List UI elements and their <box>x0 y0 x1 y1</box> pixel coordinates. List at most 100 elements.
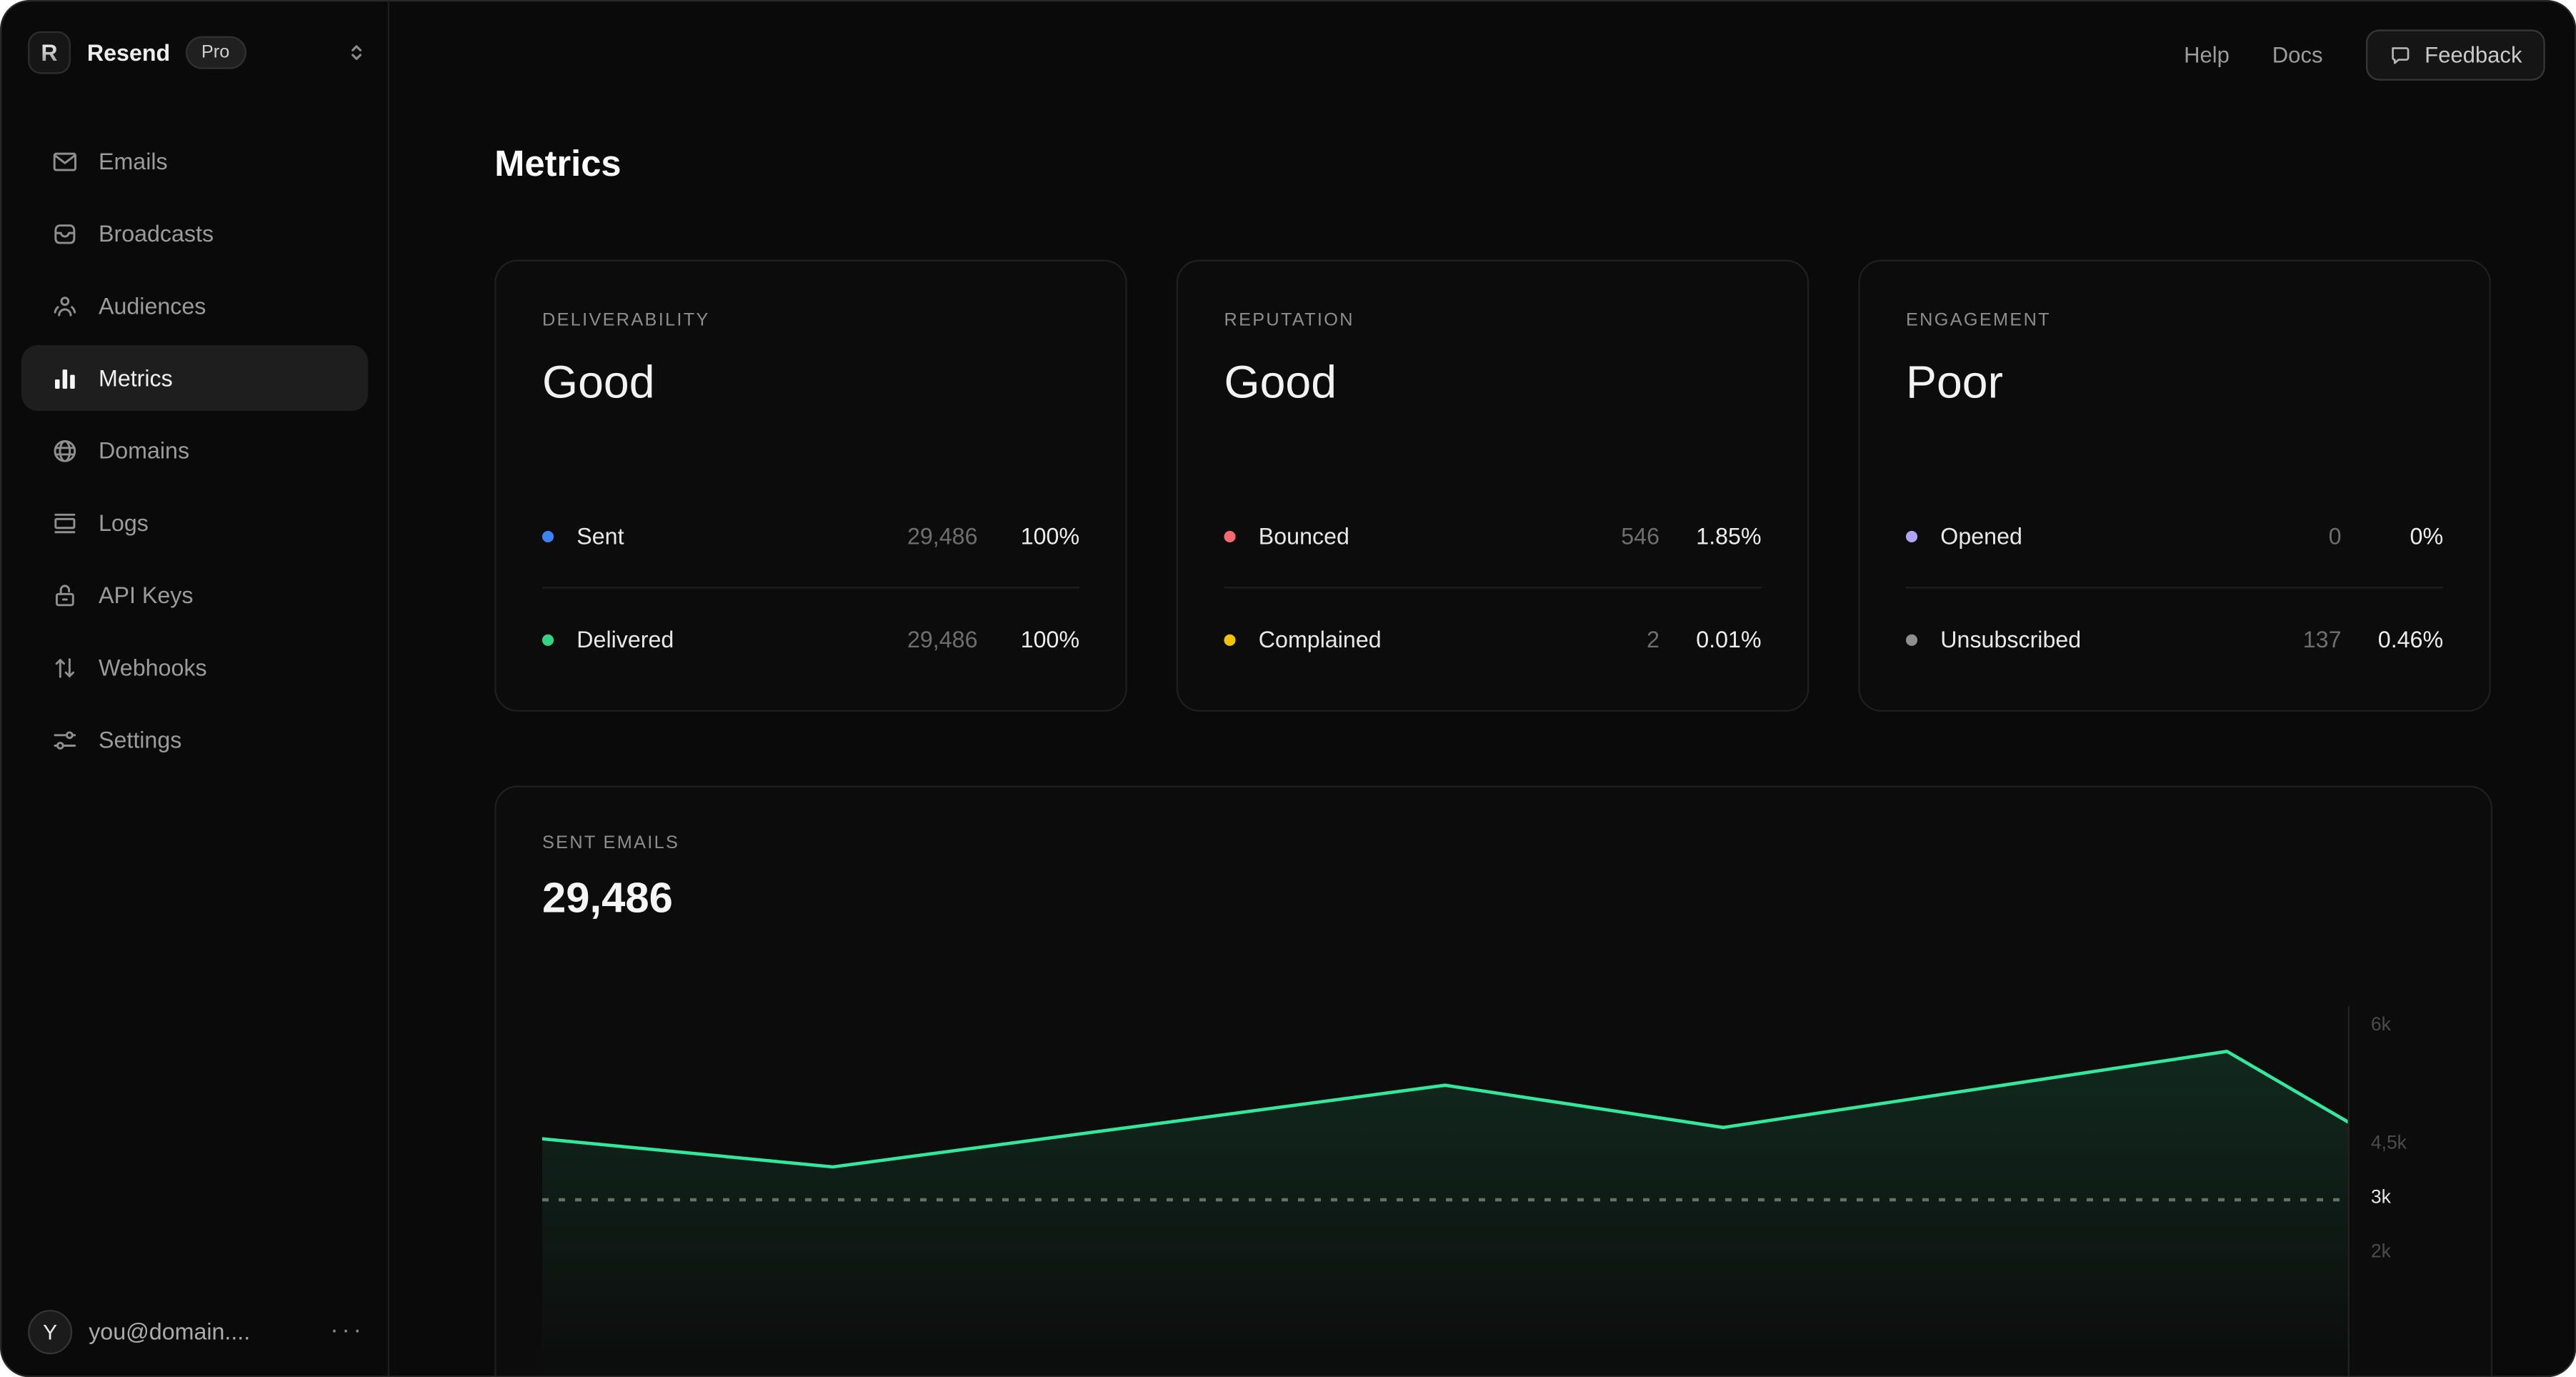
metric-percent: 0% <box>2410 522 2444 550</box>
y-axis-line <box>2347 1005 2350 1376</box>
sidebar-item-label: Audiences <box>99 292 206 319</box>
sidebar-item-logs[interactable]: Logs <box>21 489 368 555</box>
inbox-icon <box>51 219 79 247</box>
chart-line <box>542 1050 2348 1169</box>
sidebar-item-settings[interactable]: Settings <box>21 707 368 772</box>
y-tick-4,5k: 4,5k <box>2370 1134 2407 1154</box>
card-label: ENGAGEMENT <box>1906 310 2051 331</box>
sidebar-item-webhooks[interactable]: Webhooks <box>21 635 368 700</box>
sidebar-item-label: Domains <box>99 437 190 464</box>
legend-dot <box>542 633 554 645</box>
metric-rows: Bounced 546 1.85% Complained 2 0.01% <box>1224 503 1762 672</box>
status-value: Poor <box>1906 357 2004 408</box>
sidebar-item-api-keys[interactable]: API Keys <box>21 562 368 628</box>
metric-row-bounced: Bounced 546 1.85% <box>1224 503 1762 569</box>
workspace-switcher[interactable]: R Resend Pro <box>28 28 368 77</box>
metric-percent: 0.46% <box>2377 626 2444 653</box>
docs-link[interactable]: Docs <box>2272 42 2323 68</box>
sidebar-item-audiences[interactable]: Audiences <box>21 273 368 339</box>
people-icon <box>51 292 79 319</box>
help-link[interactable]: Help <box>2184 42 2230 68</box>
topbar-links: Help Docs Feedback <box>2184 29 2545 81</box>
legend-dot <box>1224 530 1236 542</box>
row-divider <box>542 587 1080 589</box>
metric-row-sent: Sent 29,486 100% <box>542 503 1079 569</box>
envelope-icon <box>51 147 79 175</box>
metric-value: 29,486 <box>907 522 978 550</box>
sent-emails-card: SENT EMAILS 29,486 6k 4,5k 3k 2k <box>494 785 2493 1377</box>
card-label: REPUTATION <box>1224 310 1354 331</box>
metric-name: Delivered <box>576 626 674 653</box>
metric-percent: 1.85% <box>1696 522 1762 550</box>
area-chart[interactable] <box>542 1001 2348 1377</box>
threshold-dashed-line <box>542 1198 2348 1202</box>
card-label: DELIVERABILITY <box>542 310 710 331</box>
metric-value: 29,486 <box>907 626 978 653</box>
sidebar-item-label: Broadcasts <box>99 220 214 247</box>
page-title: Metrics <box>494 143 621 184</box>
feedback-label: Feedback <box>2425 42 2522 68</box>
resend-logo-icon: R <box>28 31 71 74</box>
metric-row-delivered: Delivered 29,486 100% <box>542 607 1079 672</box>
status-value: Good <box>1224 357 1337 408</box>
sidebar-item-label: Emails <box>99 148 168 174</box>
sidebar-item-label: API Keys <box>99 582 194 608</box>
metric-name: Complained <box>1258 626 1382 653</box>
metric-value: 2 <box>1647 626 1659 653</box>
y-tick-3k: 3k <box>2370 1188 2391 1208</box>
metric-name: Unsubscribed <box>1940 626 2082 653</box>
feedback-button[interactable]: Feedback <box>2365 29 2545 81</box>
bar-chart-icon <box>51 364 79 392</box>
globe-icon <box>51 437 79 464</box>
chart-area-fill <box>542 1051 2348 1376</box>
legend-dot <box>1906 633 1918 645</box>
sidebar-nav: Emails Broadcasts <box>21 128 369 779</box>
sidebar-item-metrics[interactable]: Metrics <box>21 345 369 411</box>
legend-dot <box>1906 530 1918 542</box>
arrows-up-down-icon <box>51 653 79 681</box>
metric-percent: 0.01% <box>1696 626 1762 653</box>
sidebar-item-broadcasts[interactable]: Broadcasts <box>21 201 368 267</box>
sidebar-item-label: Metrics <box>99 364 173 392</box>
sent-total: 29,486 <box>542 873 673 923</box>
metric-name: Sent <box>576 522 624 550</box>
legend-dot <box>1224 633 1236 645</box>
sidebar-item-label: Webhooks <box>99 654 207 681</box>
status-value: Good <box>542 357 655 408</box>
sidebar-item-domains[interactable]: Domains <box>21 417 368 483</box>
legend-dot <box>542 530 554 542</box>
metric-row-opened: Opened 0 0% <box>1906 503 2443 569</box>
engagement-card: ENGAGEMENT Poor Opened 0 0% Unsubscribed… <box>1858 259 2491 712</box>
user-email: you@domain.... <box>89 1318 251 1345</box>
metric-percent: 100% <box>1020 522 1080 550</box>
user-menu[interactable]: Y you@domain.... ··· <box>28 1307 364 1356</box>
metric-row-complained: Complained 2 0.01% <box>1224 607 1762 672</box>
avatar: Y <box>28 1308 73 1354</box>
metric-value: 137 <box>2302 626 2342 653</box>
row-divider <box>1906 587 2444 589</box>
logo-letter: R <box>41 39 58 66</box>
sidebar-item-emails[interactable]: Emails <box>21 128 368 194</box>
sidebar-item-label: Settings <box>99 726 182 753</box>
metric-rows: Sent 29,486 100% Delivered 29,486 100% <box>542 503 1080 672</box>
stat-cards-row: DELIVERABILITY Good Sent 29,486 100% Del… <box>494 259 2491 712</box>
chevrons-up-down-icon[interactable] <box>345 41 368 64</box>
deliverability-card: DELIVERABILITY Good Sent 29,486 100% Del… <box>494 259 1127 712</box>
ellipsis-icon[interactable]: ··· <box>330 1316 365 1345</box>
metric-value: 0 <box>2328 522 2342 550</box>
metric-name: Bounced <box>1258 522 1349 550</box>
sidebar-item-label: Logs <box>99 509 149 536</box>
sidebar: R Resend Pro Emails <box>1 1 390 1376</box>
avatar-initial: Y <box>43 1318 58 1344</box>
y-tick-2k: 2k <box>2370 1242 2391 1263</box>
y-tick-6k: 6k <box>2370 1015 2391 1035</box>
metric-value: 546 <box>1621 522 1659 550</box>
metric-rows: Opened 0 0% Unsubscribed 137 0.46% <box>1906 503 2444 672</box>
sliders-icon <box>51 725 79 753</box>
plan-badge: Pro <box>184 36 246 69</box>
lock-icon <box>51 581 79 609</box>
metric-percent: 100% <box>1020 626 1080 653</box>
metric-name: Opened <box>1940 522 2022 550</box>
